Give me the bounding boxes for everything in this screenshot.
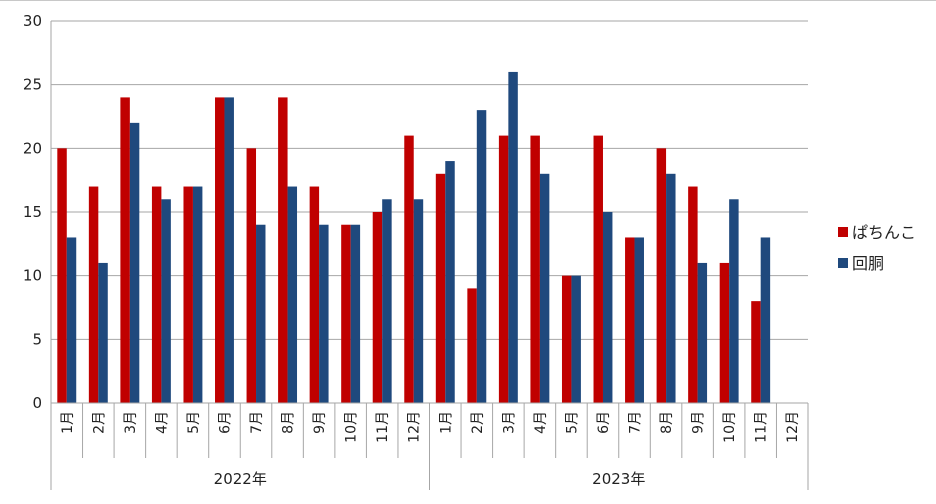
bar-series-1 [625, 237, 635, 403]
legend-swatch [838, 258, 848, 268]
x-tick-label: 2月 [470, 411, 486, 434]
x-tick-label: 9月 [312, 411, 328, 434]
x-tick-label: 4月 [154, 411, 170, 434]
bar-series-2 [571, 275, 581, 403]
x-tick-label: 6月 [596, 411, 612, 434]
bar-series-1 [57, 148, 67, 403]
x-tick-label: 3月 [123, 411, 139, 434]
bar-series-1 [404, 135, 414, 403]
y-tick-label: 10 [23, 267, 42, 285]
bar-series-2 [539, 173, 550, 403]
bar-series-1 [120, 97, 130, 404]
bar-series-2 [445, 161, 455, 403]
x-tick-label: 11月 [375, 411, 391, 443]
x-tick-label: 12月 [785, 411, 801, 443]
x-tick-label: 8月 [281, 411, 297, 434]
bar-series-2 [729, 199, 739, 403]
bar-series-2 [287, 186, 298, 403]
bar-series-2 [697, 262, 708, 403]
bar-series-1 [372, 212, 383, 403]
x-tick-label: 6月 [217, 411, 233, 434]
bar-series-2 [319, 224, 329, 403]
bar-series-2 [382, 199, 392, 403]
x-tick-label: 9月 [691, 411, 707, 434]
bar-series-1 [751, 301, 761, 403]
group-label: 2023年 [592, 470, 645, 488]
bar-series-2 [760, 237, 771, 403]
x-tick-label: 1月 [60, 411, 76, 434]
bar-series-2 [256, 224, 266, 403]
bar-series-1 [498, 135, 509, 403]
legend-label: 回胴 [852, 254, 884, 273]
x-tick-label: 4月 [533, 411, 549, 434]
y-tick-label: 20 [23, 139, 42, 157]
bar-series-1 [467, 288, 477, 403]
x-tick-label: 7月 [628, 411, 644, 434]
bar-series-2 [508, 71, 518, 403]
y-tick-label: 25 [23, 76, 42, 94]
bar-series-1 [530, 135, 540, 403]
bar-series-2 [66, 237, 77, 403]
legend-label: ぱちんこ [852, 223, 916, 242]
bar-series-2 [192, 186, 203, 403]
x-tick-label: 5月 [564, 411, 580, 434]
x-tick-label: 5月 [186, 411, 202, 434]
bar-series-2 [224, 97, 234, 404]
x-tick-label: 10月 [344, 411, 360, 443]
y-tick-label: 0 [32, 394, 42, 412]
x-tick-label: 2月 [91, 411, 107, 434]
x-tick-label: 11月 [754, 411, 770, 443]
x-tick-label: 8月 [659, 411, 675, 434]
x-tick-label: 7月 [249, 411, 265, 434]
bar-series-2 [413, 199, 424, 403]
x-tick-label: 3月 [501, 411, 517, 434]
group-label: 2022年 [214, 470, 267, 488]
bar-series-1 [309, 186, 320, 403]
bar-series-1 [246, 148, 257, 403]
y-tick-label: 5 [32, 330, 42, 348]
bar-series-1 [435, 173, 446, 403]
bar-series-1 [593, 135, 603, 403]
bar-series-1 [341, 224, 351, 403]
bar-series-2 [602, 212, 613, 403]
bar-series-1 [656, 148, 667, 403]
top-border-line [0, 0, 936, 1]
x-tick-label: 12月 [407, 411, 423, 443]
bar-series-1 [183, 186, 193, 403]
bar-series-2 [98, 262, 108, 403]
bar-series-2 [666, 173, 676, 403]
bar-series-2 [350, 224, 361, 403]
bar-series-1 [215, 97, 225, 404]
bar-series-1 [278, 97, 288, 404]
y-tick-label: 30 [23, 12, 42, 30]
bar-series-1 [561, 275, 572, 403]
bar-series-2 [476, 110, 487, 403]
legend-swatch [838, 227, 848, 237]
bar-series-2 [634, 237, 644, 403]
bar-series-1 [719, 262, 730, 403]
bar-series-2 [129, 122, 140, 403]
bar-series-1 [151, 186, 162, 403]
bar-series-1 [688, 186, 698, 403]
x-tick-label: 1月 [438, 411, 454, 434]
bar-series-1 [88, 186, 99, 403]
x-tick-label: 10月 [722, 411, 738, 443]
y-tick-label: 15 [23, 203, 42, 221]
bar-series-2 [161, 199, 171, 403]
